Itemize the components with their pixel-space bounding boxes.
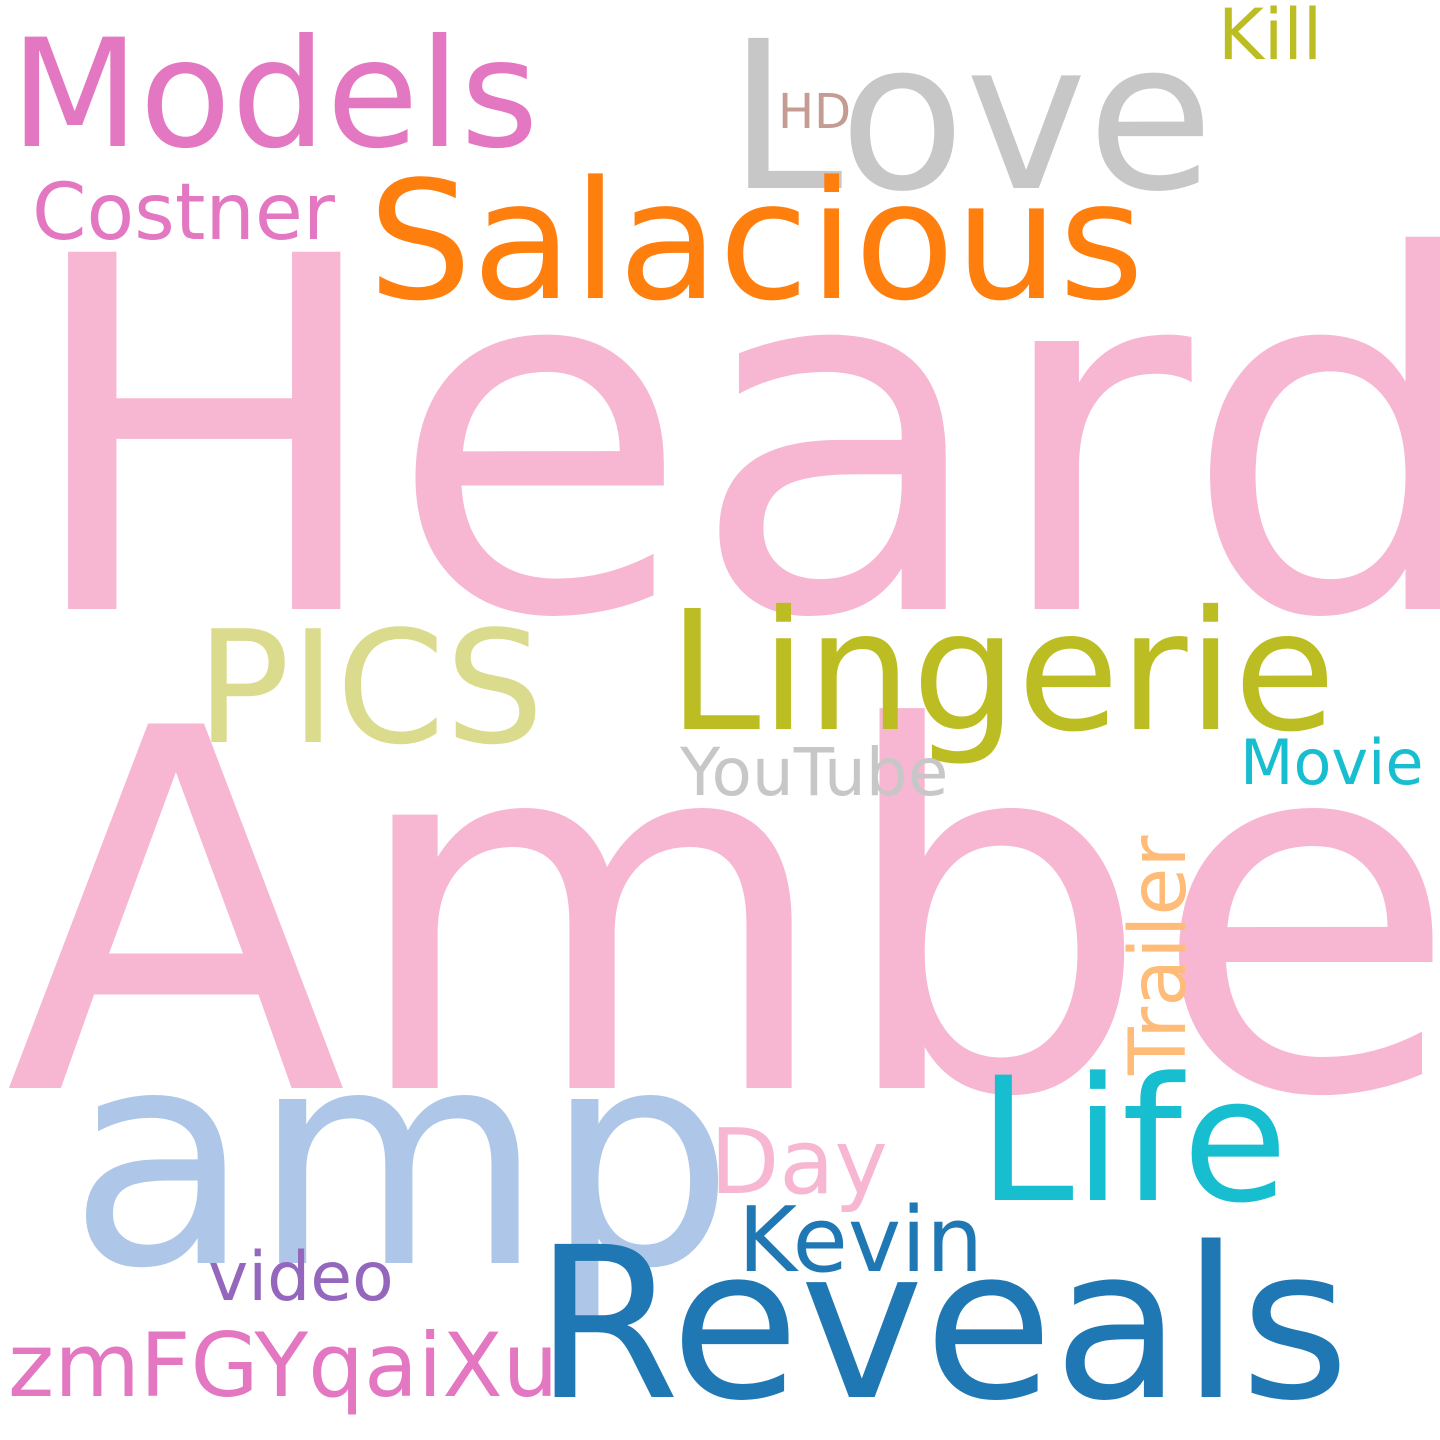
word-love: Love: [728, 0, 1214, 237]
word-movie: Movie: [1240, 726, 1424, 799]
word-amp: amp: [68, 985, 735, 1334]
word-youtube: YouTube: [680, 734, 949, 811]
word-video: video: [208, 1238, 394, 1317]
word-heard: Heard: [20, 154, 1440, 725]
word-kevin: Kevin: [738, 1188, 984, 1293]
word-reveals: Reveals: [534, 1202, 1350, 1440]
word-day: Day: [710, 1110, 888, 1215]
word-life: Life: [978, 1040, 1288, 1241]
word-costner: Costner: [32, 168, 335, 258]
word-lingerie: Lingerie: [668, 576, 1336, 769]
word-kill: Kill: [1218, 0, 1323, 76]
word-models: Models: [10, 8, 539, 182]
word-pics: PICS: [196, 597, 545, 779]
word-amber: Amber: [5, 624, 1440, 1206]
word-zmfgyqaixu: zmFGYqaiXu: [8, 1314, 559, 1417]
word-salacious: Salacious: [368, 146, 1145, 337]
word-hd: HD: [778, 84, 852, 140]
